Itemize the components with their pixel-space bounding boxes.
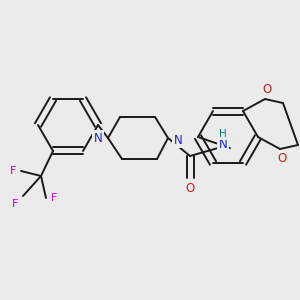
Text: O: O: [185, 182, 195, 194]
Text: N: N: [174, 134, 182, 146]
Text: N: N: [94, 131, 102, 145]
Text: F: F: [51, 193, 57, 203]
Text: N: N: [219, 137, 227, 151]
Text: H: H: [219, 129, 227, 139]
Text: F: F: [10, 166, 16, 176]
Text: O: O: [278, 152, 286, 166]
Text: O: O: [262, 82, 272, 95]
Text: F: F: [12, 199, 18, 209]
